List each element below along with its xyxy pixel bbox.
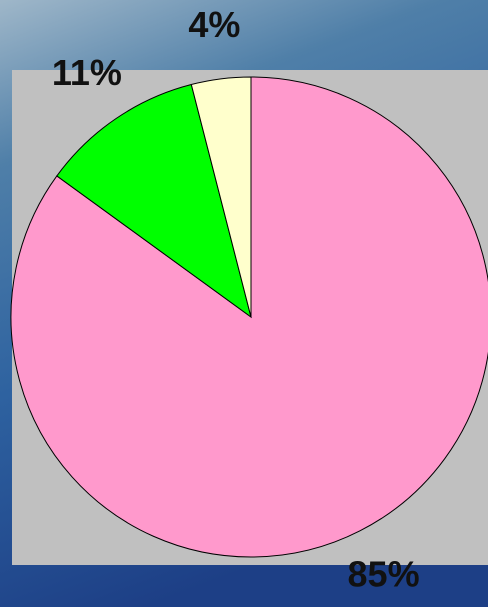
data-label: 4% (188, 4, 240, 45)
data-label: 11% (52, 52, 122, 93)
pie-slice (56, 83, 252, 319)
data-label: 85% (348, 554, 420, 595)
pie-slice (190, 76, 252, 318)
pie-slice (10, 76, 488, 558)
